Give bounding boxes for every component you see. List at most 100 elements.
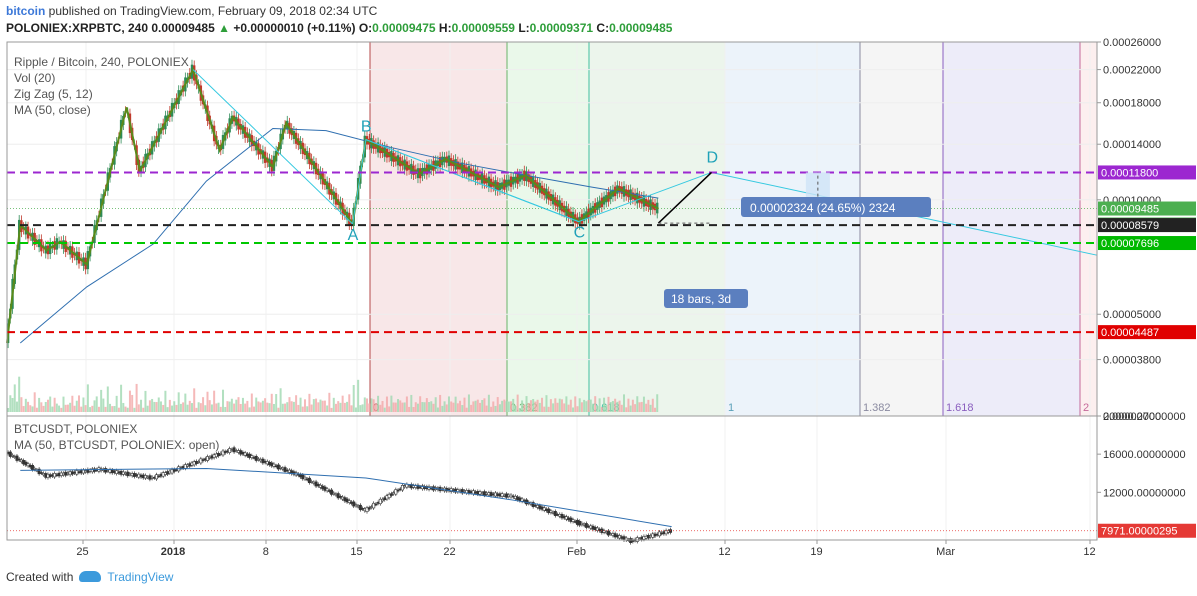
btc-candle: [354, 504, 358, 507]
high-value: 0.00009559: [451, 21, 515, 35]
volume-bar: [419, 396, 422, 412]
volume-bar: [496, 397, 499, 412]
volume-bar: [100, 389, 103, 412]
volume-bar: [261, 400, 264, 412]
bars-label-box: [664, 289, 748, 308]
volume-bar: [69, 402, 72, 412]
tradingview-logo-text[interactable]: TradingView: [107, 570, 174, 584]
volume-bar: [374, 404, 377, 412]
btc-candle: [8, 451, 12, 457]
author-name[interactable]: bitcoin: [6, 4, 46, 18]
sub-price-tag-label: 7971.00000295: [1101, 526, 1177, 538]
volume-bar: [144, 390, 147, 412]
btc-candle: [303, 476, 307, 480]
volume-bar: [148, 400, 151, 412]
volume-bar: [654, 407, 657, 412]
volume-bar: [366, 398, 369, 412]
volume-bar: [253, 406, 256, 412]
tradingview-logo-icon[interactable]: [79, 571, 102, 582]
volume-bar: [250, 393, 253, 412]
up-triangle-icon: ▲: [218, 21, 231, 35]
volume-bar: [210, 404, 213, 412]
volume-bar: [611, 401, 614, 412]
volume-bar: [204, 405, 207, 412]
volume-bar: [377, 395, 380, 412]
volume-bar: [623, 394, 626, 412]
open-value: 0.00009475: [372, 21, 436, 35]
btc-candle: [332, 492, 336, 495]
volume-bar: [569, 399, 572, 412]
volume-bar: [523, 404, 526, 412]
volume-bar: [193, 388, 196, 412]
btc-candle: [606, 530, 610, 536]
close-label: C:: [596, 21, 610, 35]
volume-bar: [268, 403, 271, 412]
volume-bar: [454, 396, 457, 412]
time-tick-label: 2018: [161, 546, 185, 558]
volume-bar: [51, 406, 54, 412]
volume-bar: [399, 400, 402, 412]
volume-bar: [75, 400, 78, 412]
price-tick-label: 0.00026000: [1103, 37, 1161, 49]
volume-bar: [140, 399, 143, 412]
volume-bar: [549, 399, 552, 412]
volume-bar: [184, 393, 187, 412]
legend-item: MA (50, close): [14, 103, 91, 117]
volume-bar: [82, 397, 85, 412]
volume-bar: [44, 401, 47, 412]
volume-bar: [603, 397, 606, 412]
volume-bar: [84, 405, 87, 412]
volume-bar: [117, 407, 120, 412]
fib-zone: [370, 42, 507, 416]
volume-bar: [153, 401, 156, 412]
volume-bar: [385, 396, 388, 412]
harmonic-line: [365, 139, 579, 223]
volume-bar: [113, 406, 116, 412]
price-tag-label: 0.00007696: [1101, 238, 1159, 250]
volume-bar: [272, 403, 275, 412]
volume-bar: [423, 402, 426, 412]
volume-bar: [303, 399, 306, 412]
last-price: 0.00009485: [151, 21, 215, 35]
volume-bar: [330, 407, 333, 412]
volume-bar: [195, 407, 198, 412]
volume-bar: [498, 404, 501, 412]
volume-bar: [120, 384, 123, 412]
price-tick-label: 0.00003800: [1103, 355, 1161, 367]
price-tag: [1098, 218, 1196, 233]
volume-bar: [308, 393, 311, 412]
volume-bar: [128, 390, 131, 412]
volume-bar: [111, 406, 114, 412]
volume-bar: [350, 405, 353, 412]
volume-bar: [583, 399, 586, 412]
btc-candle: [367, 507, 371, 510]
volume-bar: [421, 402, 424, 412]
volume-bar: [237, 397, 240, 412]
volume-bar: [13, 384, 16, 412]
volume-bar: [412, 406, 415, 412]
close-value: 0.00009485: [609, 21, 673, 35]
volume-bar: [177, 392, 180, 412]
volume-bar: [532, 398, 535, 412]
volume-bar: [425, 398, 428, 412]
volume-bar: [175, 404, 178, 412]
volume-bar: [339, 402, 342, 412]
volume-bar: [166, 407, 169, 412]
sub-tick-label: 16000.00000000: [1103, 449, 1186, 461]
volume-bar: [470, 404, 473, 412]
btc-candle: [254, 455, 258, 461]
volume-bar: [461, 405, 464, 412]
point-label-b: B: [361, 119, 372, 136]
volume-bar: [27, 401, 30, 412]
volume-bar: [337, 401, 340, 412]
volume-bar: [62, 396, 65, 412]
volume-bar: [485, 405, 488, 412]
volume-bar: [321, 400, 324, 412]
volume-bar: [525, 396, 528, 412]
volume-bar: [343, 402, 346, 412]
volume-bar: [259, 402, 262, 412]
volume-bar: [492, 401, 495, 412]
volume-bar: [585, 401, 588, 412]
volume-bar: [507, 401, 510, 412]
